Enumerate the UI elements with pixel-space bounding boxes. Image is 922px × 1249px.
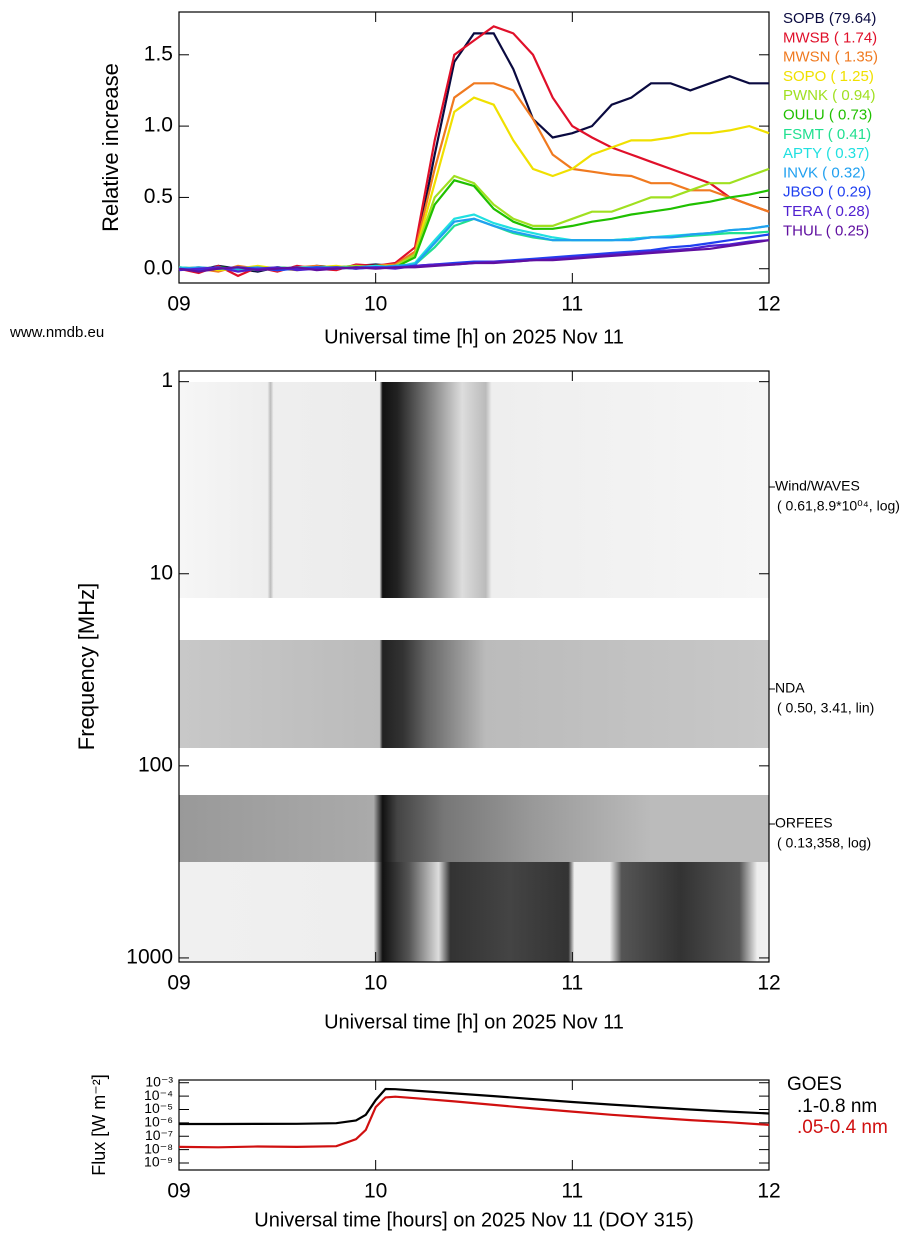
y-tick-label: 0.5: [144, 185, 173, 208]
legend-entry: SOPB (79.64): [783, 10, 876, 27]
instrument-params: ( 0.13,358, log): [777, 835, 871, 851]
x-tick-label: 11: [561, 293, 583, 316]
y-tick-label: 0.0: [144, 256, 173, 279]
legend-entry: MWSB ( 1.74): [783, 29, 877, 46]
x-tick-label: 09: [167, 972, 190, 995]
legend-entry: TERA ( 0.28): [783, 203, 870, 220]
series-line: [178, 1095, 770, 1149]
plot-frame: [178, 11, 770, 284]
y-tick-label: 1000: [126, 945, 173, 968]
legend-entry: .05-0.4 nm: [797, 1117, 888, 1138]
y-tick-label: 10⁻⁶: [144, 1114, 173, 1130]
plot-frame: [178, 370, 770, 963]
series-line: [178, 25, 770, 278]
series-line: [178, 239, 770, 273]
x-tick-label: 10: [364, 293, 387, 316]
y-tick-label: 10⁻⁹: [144, 1154, 173, 1170]
x-tick-label: 09: [167, 1180, 190, 1203]
spectrogram-image: [179, 382, 769, 962]
instrument-params: ( 0.50, 3.41, lin): [777, 700, 874, 716]
y-tick-label: 10⁻⁵: [144, 1100, 173, 1116]
y-tick-label: 10⁻⁴: [144, 1087, 173, 1103]
nda-band: [179, 640, 769, 748]
x-tick-label: 12: [757, 972, 780, 995]
wind-waves-band: [179, 382, 769, 598]
y-tick-label: 10: [150, 561, 173, 584]
legend-entry: APTY ( 0.37): [783, 145, 869, 162]
y-axis-label: Relative increase: [98, 63, 123, 232]
y-tick-label: 1: [161, 369, 173, 392]
series-line: [179, 1087, 770, 1126]
y-tick-label: 10⁻³: [145, 1073, 173, 1089]
instrument-params: ( 0.61,8.9*10⁰⁴, log): [777, 498, 900, 514]
legend-entry: JBGO ( 0.29): [783, 184, 871, 201]
series-line: [178, 233, 770, 272]
x-tick-label: 11: [561, 1180, 583, 1203]
x-tick-label: 10: [364, 972, 387, 995]
instrument-name: NDA: [775, 680, 805, 696]
y-axis-label: Flux [W m⁻²]: [89, 1074, 109, 1176]
instrument-name: ORFEES: [775, 815, 833, 831]
y-axis-label: Frequency [MHz]: [74, 583, 99, 751]
orfees-band-lower: [179, 862, 769, 962]
legend-title: GOES: [787, 1074, 842, 1095]
y-tick-label: 1.5: [144, 42, 173, 65]
y-tick-label: 10⁻⁷: [145, 1127, 173, 1143]
x-axis-label: Universal time [h] on 2025 Nov 11: [324, 326, 624, 348]
x-tick-label: 10: [364, 1180, 387, 1203]
source-label: www.nmdb.eu: [9, 324, 104, 341]
x-tick-label: 09: [167, 293, 190, 316]
x-axis-label: Universal time [h] on 2025 Nov 11: [324, 1011, 624, 1033]
legend-entry: THUL ( 0.25): [783, 222, 869, 239]
x-tick-label: 12: [757, 293, 780, 316]
legend-entry: .1-0.8 nm: [797, 1096, 877, 1117]
y-tick-label: 100: [138, 753, 173, 776]
plot-frame: [178, 1079, 770, 1171]
series-line: [178, 82, 770, 273]
y-tick-label: 1.0: [144, 114, 173, 137]
orfees-band-upper: [179, 795, 769, 862]
y-tick-label: 10⁻⁸: [144, 1140, 173, 1156]
legend-entry: OULU ( 0.73): [783, 106, 872, 123]
x-tick-label: 12: [757, 1180, 780, 1203]
x-axis-label: Universal time [hours] on 2025 Nov 11 (D…: [254, 1209, 693, 1231]
legend-entry: MWSN ( 1.35): [783, 49, 878, 66]
x-tick-label: 11: [561, 972, 583, 995]
legend-entry: INVK ( 0.32): [783, 164, 866, 181]
legend-entry: PWNK ( 0.94): [783, 87, 876, 104]
instrument-name: Wind/WAVES: [775, 478, 860, 494]
legend-entry: SOPO ( 1.25): [783, 68, 874, 85]
legend-entry: FSMT ( 0.41): [783, 126, 871, 143]
